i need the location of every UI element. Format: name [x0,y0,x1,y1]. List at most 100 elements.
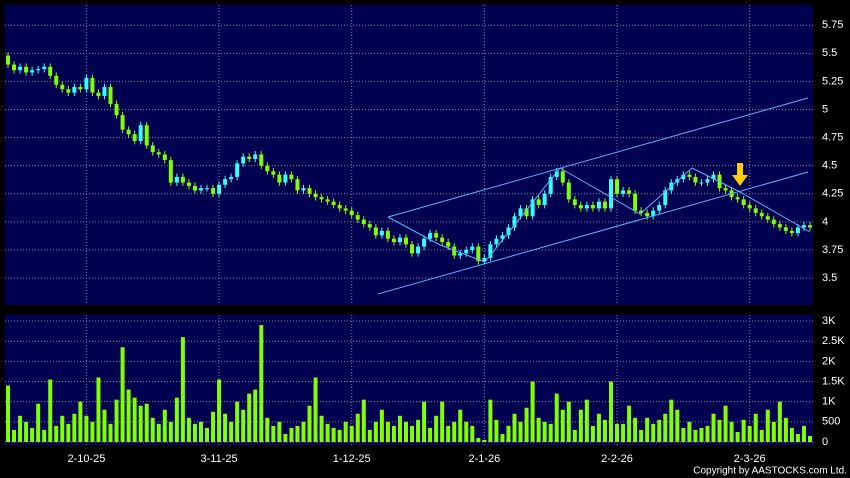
volume-tick-label: 1.5K [822,375,845,387]
candle-body [78,87,83,90]
volume-bar [367,429,372,442]
candle-body [12,64,17,71]
volume-bar [681,427,686,442]
volume-bar [699,427,704,442]
y-tick-label: 4.5 [822,160,837,172]
candle-body [753,208,758,213]
candle-body [488,244,493,258]
volume-bar [180,337,185,442]
candle-body [645,212,650,217]
x-tick-label: 2-2-26 [601,453,633,465]
volume-bar [669,399,674,442]
candle-body [289,174,294,180]
volume-bar [488,399,493,442]
volume-bar [693,429,698,442]
volume-bar [410,425,415,442]
volume-bar [446,425,451,442]
candle-body [102,87,107,97]
y-tick-label: 5.75 [822,19,843,31]
candle-body [265,165,270,172]
candle-body [615,179,620,194]
candle-body [458,253,463,256]
volume-bar [403,421,408,442]
volume-bar [506,425,511,442]
volume-bar [518,421,523,442]
arrow-head [732,175,748,186]
volume-bar [343,421,348,442]
volume-bar [741,419,746,442]
candle-body [530,199,535,217]
candle-body [536,199,541,205]
candle-body [807,225,812,228]
volume-bar [355,413,360,442]
volume-bar [765,409,770,442]
volume-bar [54,425,59,442]
volume-bar [615,423,620,442]
candle-body [512,216,517,228]
candle-body [452,246,457,256]
volume-bar [458,409,463,442]
volume-bar [313,377,318,442]
volume-tick-label: 1K [822,396,836,408]
volume-bar [198,421,203,442]
x-tick-label: 2-1-26 [468,453,500,465]
candle-body [241,156,246,164]
arrow-shaft [737,163,743,175]
candle-body [741,199,746,205]
volume-bar [639,429,644,442]
candle-body [174,176,179,183]
candle-body [693,176,698,183]
volume-tick-label: 500 [822,416,840,428]
candle-body [627,190,632,194]
volume-bar [150,417,155,442]
volume-bar [361,399,366,442]
volume-bar [283,433,288,442]
volume-bar [247,393,252,442]
candle-body [699,182,704,184]
candle-body [192,185,197,191]
volume-bar [241,409,246,442]
marks: 2-10-25 3-11-25 1-12-25 2-1-26 2-2-26 2-3-26 3… [5,5,845,465]
volume-bar [542,421,547,442]
volume-bar [325,423,330,442]
volume-bar [48,379,53,442]
y-tick-label: 5 [822,103,828,115]
y-tick-label: 4.75 [822,131,843,143]
candle-body [108,87,113,104]
volume-bar [132,397,137,442]
candle-body [295,179,300,191]
candle-body [271,171,276,175]
candle-body [410,244,415,254]
volume-bar [609,381,613,442]
copyright: Copyright by AASTOCKS.com Ltd. [693,466,847,477]
candle-body [403,237,408,245]
volume-bar [675,409,680,442]
volume-bar [72,413,77,442]
candle-body [789,230,794,234]
candle-body [343,208,348,211]
trend-drawings [377,97,811,295]
candle-body [198,188,203,191]
candle-body [494,238,499,245]
volume-bar [723,405,728,442]
volume-bar [590,425,595,442]
volume-bar [235,401,240,442]
volume-bar [482,439,487,442]
volume-bar [391,425,396,442]
candle-body [602,201,607,209]
volume-bar [114,399,119,442]
candle-body [168,160,173,183]
volume-bar [397,415,402,442]
candle-body [373,227,378,236]
candle-body [440,237,445,243]
volume-bar [602,419,607,442]
volume-bar [144,403,149,442]
candle-body [132,134,137,141]
volume-bar [657,419,662,442]
volume-bar [84,415,89,442]
candle-body [186,182,191,186]
volume-bar [205,427,209,442]
candle-body [337,205,342,209]
volume-bar [24,421,29,442]
